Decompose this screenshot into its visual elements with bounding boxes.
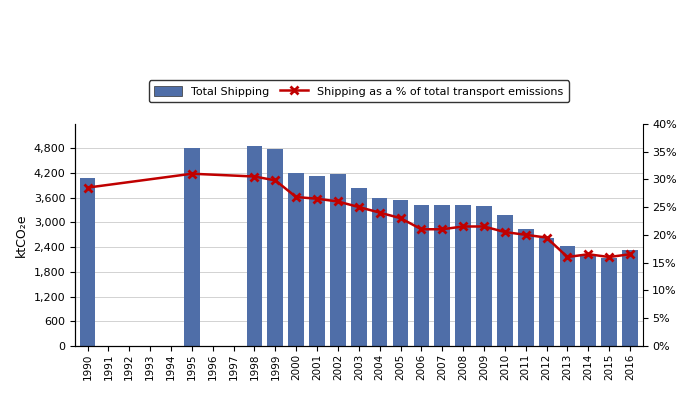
Bar [268,149,283,346]
Bar [435,205,450,346]
Legend: Total Shipping, Shipping as a % of total transport emissions: Total Shipping, Shipping as a % of total… [149,81,569,102]
Bar [246,147,262,346]
Bar [80,178,95,346]
Bar [392,200,408,346]
Bar [455,205,471,346]
Y-axis label: ktCO₂e: ktCO₂e [15,213,28,257]
Bar [601,258,617,346]
Bar [622,250,638,346]
Bar [581,256,596,346]
Bar [309,176,325,346]
Bar [330,174,346,346]
Bar [518,229,534,346]
Bar [372,198,388,346]
Bar [414,205,429,346]
Bar [497,215,513,346]
Bar [560,246,575,346]
Bar [184,148,200,346]
Bar [351,188,367,346]
Bar [289,173,304,346]
Bar [539,238,554,346]
Bar [476,207,492,346]
